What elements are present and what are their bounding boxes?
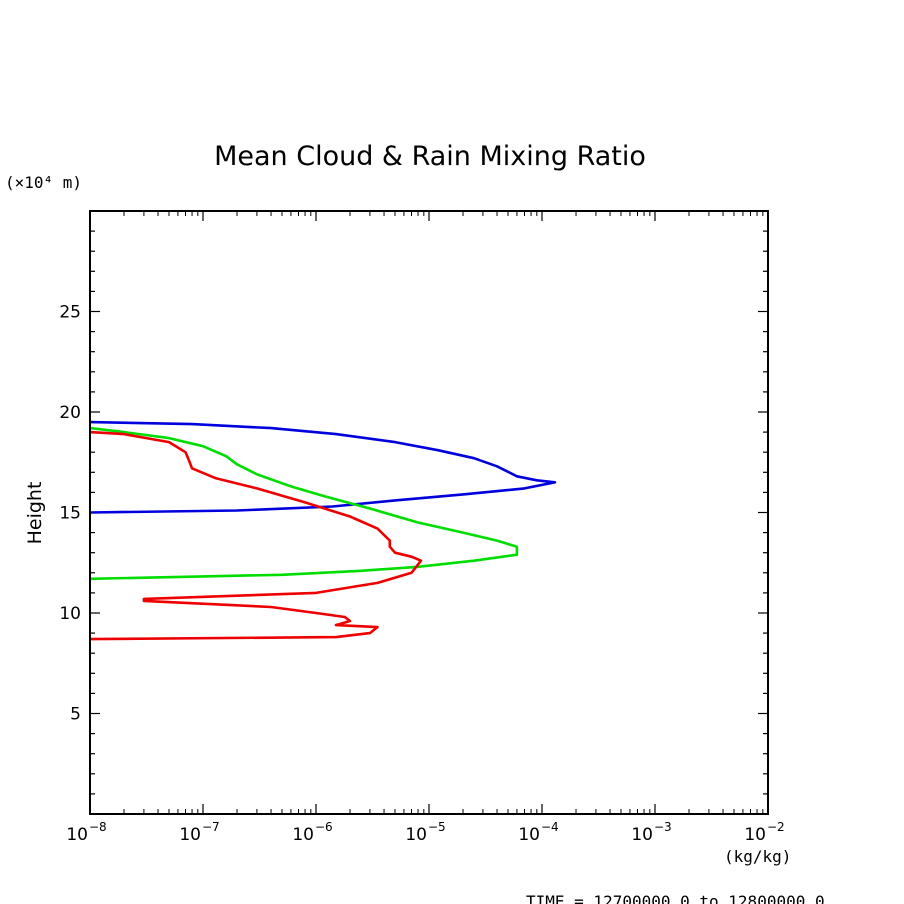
x-tick-label: 10 −2 — [744, 820, 784, 845]
x-tick-exponent: −8 — [89, 820, 107, 834]
x-tick-mantissa: 10 — [631, 825, 653, 845]
x-tick-exponent: −6 — [315, 820, 333, 834]
x-tick-exponent: −7 — [202, 820, 220, 834]
x-axis-unit: (kg/kg) — [724, 847, 791, 866]
series-layer — [89, 420, 557, 641]
series-line-3 — [89, 430, 423, 641]
x-tick-label: 10 −5 — [405, 820, 445, 845]
x-tick-mantissa: 10 — [292, 825, 314, 845]
chart-title: Mean Cloud & Rain Mixing Ratio — [214, 141, 646, 172]
x-tick-label: 10 −8 — [66, 820, 106, 845]
y-tick-label: 10 — [59, 604, 81, 624]
x-tick-mantissa: 10 — [66, 825, 88, 845]
x-tick-exponent: −2 — [767, 820, 785, 834]
x-tick-exponent: −5 — [428, 820, 446, 834]
y-tick-label: 25 — [59, 303, 81, 323]
x-tick-label: 10 −6 — [292, 820, 332, 845]
x-tick-label: 10 −3 — [631, 820, 671, 845]
y-tick-label: 15 — [59, 504, 81, 524]
x-tick-exponent: −3 — [654, 820, 672, 834]
x-tick-label: 10 −7 — [179, 820, 219, 845]
x-tick-mantissa: 10 — [405, 825, 427, 845]
y-tick-label: 20 — [59, 403, 81, 423]
plot-frame — [89, 210, 769, 815]
x-tick-label: 10 −4 — [518, 820, 558, 845]
y-axis-label: Height — [24, 482, 46, 545]
x-tick-mantissa: 10 — [179, 825, 201, 845]
y-tick-label: 5 — [70, 705, 81, 725]
x-tick-exponent: −4 — [541, 820, 559, 834]
series-line-2 — [89, 426, 519, 581]
series-line-1 — [89, 420, 557, 514]
time-footer: TIME = 12700000.0 to 12800000.0 — [526, 892, 825, 904]
y-axis-unit: (×10⁴ m) — [5, 173, 82, 192]
x-tick-mantissa: 10 — [744, 825, 766, 845]
x-tick-mantissa: 10 — [518, 825, 540, 845]
